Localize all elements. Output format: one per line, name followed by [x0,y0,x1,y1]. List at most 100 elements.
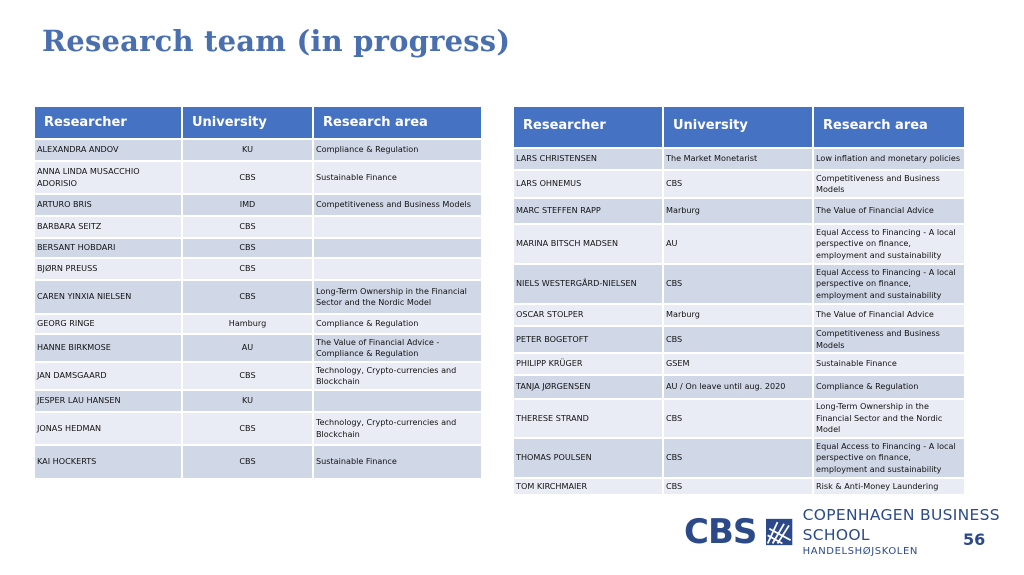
researcher-cell: BERSANT HOBDARI [35,239,181,257]
university-cell: KU [183,391,312,411]
table-row: BERSANT HOBDARI CBS [35,239,481,257]
table-row: MARC STEFFEN RAPP Marburg The Value of Fin… [514,199,964,223]
research-area-cell [314,239,481,257]
researcher-cell: PETER BOGETOFT [514,327,662,352]
table-row: ALEXANDRA ANDOV KU Compliance & Regulation [35,140,481,160]
researcher-cell: CAREN YINXIA NIELSEN [35,281,181,313]
university-cell: AU [664,225,812,263]
university-cell: CBS [664,479,812,494]
research-area-cell: The Value of Financial Advice [814,305,964,325]
research-area-cell: Long-Term Ownership in the Financial Sec… [314,281,481,313]
table-header-row: Researcher University Research area [514,107,964,147]
header-university: University [183,107,312,138]
school-subtitle: HANDELSHØJSKOLEN [802,546,918,557]
header-researcher: Researcher [514,107,662,147]
researcher-cell: ARTURO BRIS [35,195,181,215]
researcher-cell: NIELS WESTERGÅRD-NIELSEN [514,265,662,303]
researcher-cell: JESPER LAU HANSEN [35,391,181,411]
left-research-table: Researcher University Research area ALEX… [33,105,483,480]
research-area-cell: Competitiveness and Business Models [814,327,964,352]
slide-title: Research team (in progress) [42,24,511,58]
table-row: JONAS HEDMAN CBS Technology, Crypto-curren… [35,413,481,444]
table-row: LARS CHRISTENSEN The Market Monetarist Low… [514,149,964,169]
researcher-cell: BARBARA SEITZ [35,217,181,237]
header-researcher: Researcher [35,107,181,138]
table-row: JESPER LAU HANSEN KU [35,391,481,411]
researcher-cell: BJØRN PREUSS [35,259,181,279]
university-cell: AU / On leave until aug. 2020 [664,376,812,398]
university-cell: GSEM [664,354,812,374]
university-cell: Marburg [664,199,812,223]
right-research-table: Researcher University Research area LARS… [512,105,966,496]
research-area-cell: Competitiveness and Business Models [814,171,964,197]
university-cell: CBS [664,171,812,197]
table-row: THOMAS POULSEN CBS Equal Access to Financi… [514,439,964,477]
research-area-cell [314,217,481,237]
logo-letters: CBS [684,512,757,552]
research-area-cell: Competitiveness and Business Models [314,195,481,215]
research-area-cell: Technology, Crypto-currencies and Blockc… [314,413,481,444]
page-number: 56 [963,530,986,549]
table-row: THERESE STRAND CBS Long-Term Ownership in … [514,400,964,437]
research-area-cell [314,259,481,279]
research-area-cell: Low inflation and monetary policies [814,149,964,169]
research-area-cell: Sustainable Finance [314,162,481,193]
researcher-cell: LARS CHRISTENSEN [514,149,662,169]
researcher-cell: MARINA BITSCH MADSEN [514,225,662,263]
researcher-cell: MARC STEFFEN RAPP [514,199,662,223]
table-row: MARINA BITSCH MADSEN AU Equal Access to Fi… [514,225,964,263]
table-row: TOM KIRCHMAIER CBS Risk & Anti-Money Laund… [514,479,964,494]
header-university: University [664,107,812,147]
university-cell: Hamburg [183,315,312,333]
table-header-row: Researcher University Research area [35,107,481,138]
university-cell: CBS [183,413,312,444]
university-cell: CBS [664,327,812,352]
table-row: PHILIPP KRÜGER GSEM Sustainable Finance [514,354,964,374]
research-area-cell [314,391,481,411]
table-row: JAN DAMSGAARD CBS Technology, Crypto-curre… [35,363,481,389]
research-area-cell: The Value of Financial Advice - Complian… [314,335,481,361]
university-cell: CBS [183,281,312,313]
table-row: NIELS WESTERGÅRD-NIELSEN CBS Equal Access … [514,265,964,303]
researcher-cell: TANJA JØRGENSEN [514,376,662,398]
research-area-cell: Sustainable Finance [814,354,964,374]
university-cell: CBS [183,363,312,389]
research-area-cell: The Value of Financial Advice [814,199,964,223]
researcher-cell: LARS OHNEMUS [514,171,662,197]
researcher-cell: GEORG RINGE [35,315,181,333]
research-area-cell: Equal Access to Financing - A local pers… [814,439,964,477]
university-cell: CBS [664,439,812,477]
table-row: BARBARA SEITZ CBS [35,217,481,237]
university-cell: CBS [183,217,312,237]
research-area-cell: Long-Term Ownership in the Financial Sec… [814,400,964,437]
university-cell: CBS [664,400,812,437]
researcher-cell: KAI HOCKERTS [35,446,181,478]
researcher-cell: ANNA LINDA MUSACCHIO ADORISIO [35,162,181,193]
table-row: PETER BOGETOFT CBS Competitiveness and Bus… [514,327,964,352]
research-area-cell: Technology, Crypto-currencies and Blockc… [314,363,481,389]
table-row: ANNA LINDA MUSACCHIO ADORISIO CBS Sustaina… [35,162,481,193]
table-row: TANJA JØRGENSEN AU / On leave until aug. … [514,376,964,398]
cbs-logo: CBS COPENHAGEN BUSINESS SCHOOL HANDELSHØ… [684,505,1024,559]
research-area-cell: Sustainable Finance [314,446,481,478]
researcher-cell: JONAS HEDMAN [35,413,181,444]
researcher-cell: OSCAR STOLPER [514,305,662,325]
table-row: BJØRN PREUSS CBS [35,259,481,279]
research-area-cell: Compliance & Regulation [314,315,481,333]
table-row: LARS OHNEMUS CBS Competitiveness and Busin… [514,171,964,197]
table-row: OSCAR STOLPER Marburg The Value of Financi… [514,305,964,325]
cbs-emblem-icon [766,518,793,546]
university-cell: AU [183,335,312,361]
researcher-cell: THERESE STRAND [514,400,662,437]
university-cell: CBS [183,446,312,478]
university-cell: Marburg [664,305,812,325]
header-research-area: Research area [814,107,964,147]
school-name: COPENHAGEN BUSINESS SCHOOL [802,506,1000,544]
university-cell: CBS [183,162,312,193]
table-row: GEORG RINGE Hamburg Compliance & Regulatio… [35,315,481,333]
university-cell: IMD [183,195,312,215]
researcher-cell: HANNE BIRKMOSE [35,335,181,361]
research-area-cell: Compliance & Regulation [314,140,481,160]
university-cell: CBS [183,239,312,257]
university-cell: The Market Monetarist [664,149,812,169]
